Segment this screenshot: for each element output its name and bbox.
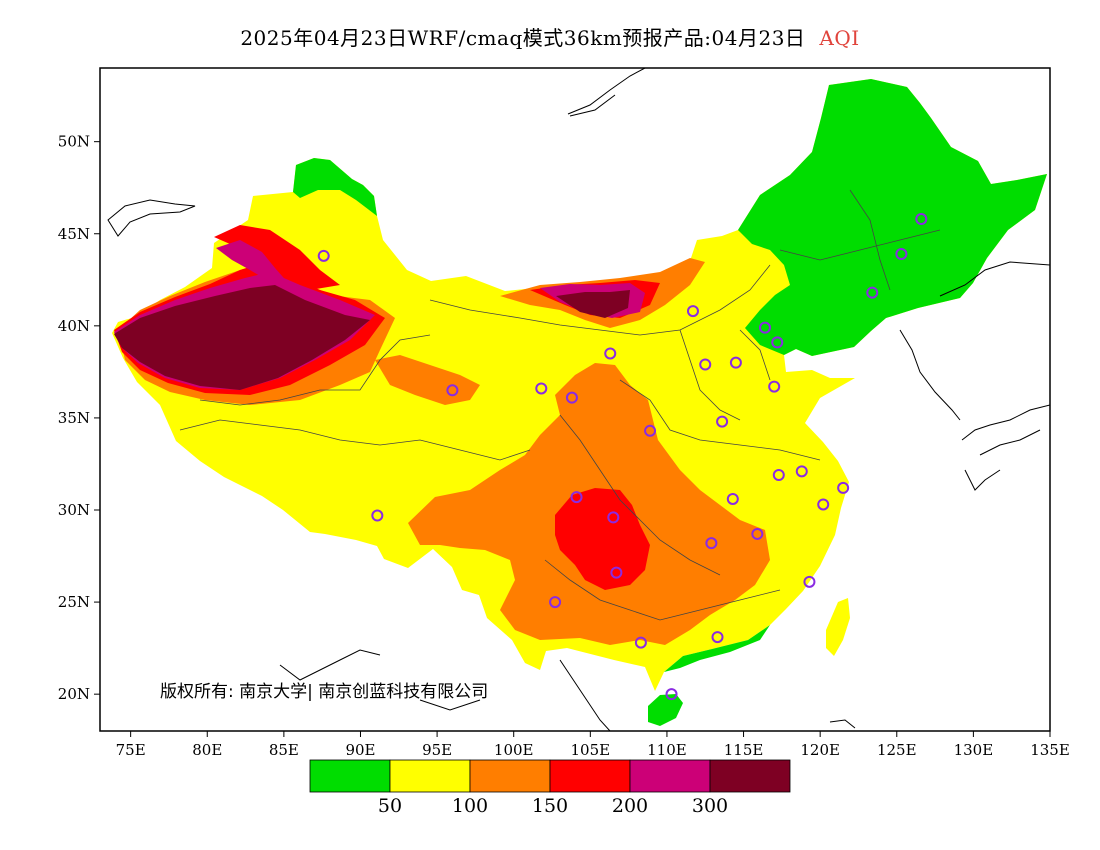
- lat-tick-label: 45N: [58, 225, 90, 243]
- station-marker: [699, 358, 712, 371]
- station-marker: [729, 356, 742, 369]
- lon-tick-label: 120E: [800, 741, 840, 759]
- gobi-core-hazardous: [556, 290, 630, 318]
- station-marker: [446, 384, 459, 397]
- colorbar-swatch: [309, 759, 391, 793]
- station-marker: [771, 336, 784, 349]
- station-marker: [895, 248, 908, 261]
- station-marker: [686, 305, 699, 318]
- map-title-main: 2025年04月23日WRF/cmaq模式36km预报产品:04月23日: [240, 26, 806, 50]
- colorbar-swatch: [549, 759, 631, 793]
- station-marker: [817, 498, 830, 511]
- station-marker: [768, 380, 781, 393]
- station-marker: [665, 688, 678, 701]
- station-marker: [795, 465, 808, 478]
- aqi-field: [112, 79, 1047, 726]
- boundary-north: [679, 329, 771, 421]
- altai-patch-good: [293, 158, 377, 216]
- station-marker: [535, 382, 548, 395]
- lat-tick-label: 40N: [58, 317, 90, 335]
- northeast-region-good: [738, 79, 1047, 356]
- lat-tick-label: 50N: [58, 133, 90, 151]
- station-marker: [803, 575, 816, 588]
- boundary-northeast: [779, 189, 941, 291]
- colorbar-label: 50: [378, 795, 402, 817]
- taklamakan-core-hazardous: [114, 285, 370, 390]
- junggar-very-unhealthy: [216, 240, 290, 285]
- lon-tick-label: 80E: [192, 741, 222, 759]
- lon-tick-label: 100E: [494, 741, 534, 759]
- station-marker: [759, 321, 771, 334]
- lon-tick-label: 90E: [345, 741, 375, 759]
- station-marker: [772, 469, 785, 482]
- lon-tick-label: 135E: [1030, 741, 1070, 759]
- colorbar-swatch: [709, 759, 791, 793]
- qinghai-patch-sensitive: [375, 355, 480, 405]
- colorbar-label: 150: [532, 795, 568, 817]
- lon-tick-label: 110E: [647, 741, 687, 759]
- boundary-inner-mongolia: [429, 264, 771, 336]
- lon-tick-label: 95E: [422, 741, 452, 759]
- baikal-outline: [567, 68, 646, 117]
- lon-tick-label: 105E: [571, 741, 611, 759]
- station-marker: [837, 481, 850, 494]
- dzungaria-band-unhealthy: [214, 225, 340, 290]
- station-marker: [317, 249, 330, 262]
- korea-japan-outline: [899, 261, 1050, 491]
- station-marker: [610, 566, 623, 579]
- map-title: 2025年04月23日WRF/cmaq模式36km预报产品:04月23日 AQI: [0, 22, 1100, 51]
- station-marker: [705, 537, 718, 550]
- colorbar-swatch: [629, 759, 711, 793]
- station-marker: [726, 492, 739, 505]
- colorbar-swatch: [389, 759, 471, 793]
- boundary-tibet-qinghai: [179, 419, 531, 461]
- map-frame-border: [99, 67, 1051, 732]
- boundary-central-3: [544, 559, 781, 621]
- boundary-central-1: [559, 414, 721, 576]
- lon-tick-label: 115E: [724, 741, 764, 759]
- station-marker: [751, 527, 764, 540]
- hainan-island-good: [648, 694, 683, 726]
- station-marker: [915, 213, 928, 226]
- colorbar-swatch: [469, 759, 551, 793]
- sichuan-basin-unhealthy: [555, 488, 650, 590]
- lon-tick-label: 125E: [877, 741, 917, 759]
- lat-tick-label: 25N: [58, 593, 90, 611]
- south-coast-patch-good: [664, 625, 770, 672]
- boundary-xinjiang-south: [199, 334, 431, 406]
- copyright-text: 版权所有: 南京大学| 南京创蓝科技有限公司: [160, 682, 488, 702]
- station-marker: [607, 511, 620, 524]
- southeast-asia-outline: [279, 649, 611, 731]
- station-marker: [644, 424, 657, 437]
- station-marker: [570, 491, 583, 504]
- station-markers: [317, 213, 928, 701]
- station-marker: [634, 636, 647, 649]
- colorbar-label: 100: [452, 795, 488, 817]
- province-boundaries: [179, 189, 941, 621]
- coastlines: [107, 68, 1050, 731]
- aqi-colorbar: 50 100 150 200 300: [309, 759, 791, 817]
- lon-tick-label: 85E: [269, 741, 299, 759]
- station-marker: [716, 415, 729, 428]
- map-axes: 20N 25N 30N 35N 40N 45N 50N 75E 80E 85E 90E 95E 100E…: [58, 133, 1070, 759]
- lon-tick-label: 75E: [116, 741, 146, 759]
- colorbar-label: 200: [612, 795, 648, 817]
- lake-balkhash-outline: [107, 199, 196, 237]
- philippines-outline: [829, 719, 856, 729]
- station-marker: [549, 596, 562, 609]
- station-marker: [371, 509, 384, 522]
- lat-tick-label: 20N: [58, 685, 90, 703]
- station-marker: [565, 391, 578, 404]
- colorbar-label: 300: [692, 795, 728, 817]
- lon-tick-label: 130E: [954, 741, 994, 759]
- taiwan-island-moderate: [826, 598, 850, 656]
- station-marker: [866, 286, 879, 299]
- station-marker: [711, 631, 724, 644]
- lat-tick-label: 35N: [58, 409, 90, 427]
- boundary-central-2: [619, 379, 821, 461]
- map-title-variable: AQI: [819, 26, 860, 50]
- lat-tick-label: 30N: [58, 501, 90, 519]
- station-marker: [604, 347, 617, 360]
